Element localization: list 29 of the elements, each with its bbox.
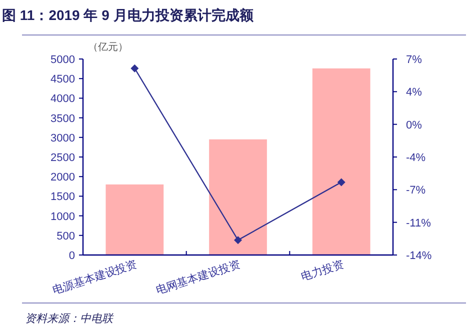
y-tick-label: 0 — [68, 250, 75, 262]
y2-tick-label: -14% — [406, 250, 432, 262]
text: 资料来源：中电联 — [25, 312, 114, 325]
y-tick-label: 4000 — [50, 93, 75, 106]
y-tick-label: 1500 — [50, 191, 75, 204]
point — [337, 178, 346, 186]
y2-tick-label: 4% — [406, 86, 422, 99]
y2-tick-label: -11% — [406, 217, 432, 230]
point — [130, 64, 139, 72]
y-tick-label: 3500 — [50, 112, 75, 125]
y2-tick-label: -7% — [406, 184, 426, 197]
bar — [312, 68, 370, 255]
y-tick-label: 2500 — [50, 152, 75, 164]
y-tick-label: 1000 — [50, 210, 75, 223]
bar — [209, 139, 267, 255]
chart-title: 图 11：2019 年 9 月电力投资累计完成额 — [2, 7, 254, 23]
point — [234, 236, 242, 244]
y-tick-label: 500 — [56, 230, 75, 242]
bar — [106, 184, 164, 255]
y2-tick-label: -4% — [406, 152, 426, 164]
y2-tick-label: 7% — [406, 54, 422, 66]
x-tick-label: 电网基本建设投资 — [154, 257, 242, 298]
x-tick-label: 电力投资 — [299, 257, 346, 284]
y-tick-label: 2000 — [50, 172, 75, 184]
y2-tick-label: 0% — [406, 119, 422, 132]
y-axis-title: （亿元） — [88, 42, 128, 53]
y-tick-label: 3000 — [50, 132, 75, 144]
y-tick-label: 4500 — [50, 74, 75, 86]
y-tick-label: 5000 — [50, 54, 75, 66]
